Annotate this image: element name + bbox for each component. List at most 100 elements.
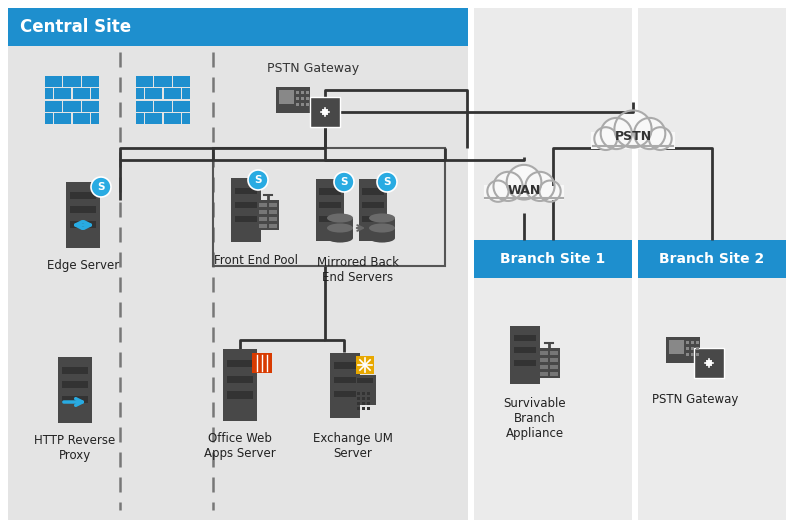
FancyBboxPatch shape (66, 182, 100, 248)
FancyBboxPatch shape (357, 392, 360, 395)
FancyBboxPatch shape (359, 179, 387, 241)
FancyBboxPatch shape (357, 402, 360, 405)
FancyBboxPatch shape (136, 113, 144, 124)
FancyBboxPatch shape (362, 188, 384, 194)
Circle shape (594, 127, 617, 150)
Circle shape (539, 181, 561, 202)
Text: S: S (384, 177, 391, 187)
FancyBboxPatch shape (73, 113, 90, 124)
Circle shape (525, 172, 554, 201)
FancyBboxPatch shape (8, 8, 468, 46)
FancyBboxPatch shape (484, 186, 564, 201)
FancyBboxPatch shape (297, 103, 300, 106)
FancyBboxPatch shape (73, 88, 90, 99)
FancyBboxPatch shape (362, 397, 365, 400)
FancyBboxPatch shape (538, 348, 560, 378)
FancyBboxPatch shape (510, 326, 540, 384)
Text: Office Web
Apps Server: Office Web Apps Server (204, 432, 276, 460)
Text: S: S (97, 182, 104, 192)
FancyBboxPatch shape (136, 88, 144, 99)
Ellipse shape (327, 223, 353, 232)
FancyBboxPatch shape (259, 210, 267, 214)
FancyBboxPatch shape (227, 360, 253, 367)
FancyBboxPatch shape (334, 362, 357, 369)
FancyBboxPatch shape (183, 113, 191, 124)
FancyBboxPatch shape (306, 97, 309, 100)
FancyBboxPatch shape (310, 97, 340, 127)
Circle shape (494, 172, 523, 201)
FancyBboxPatch shape (513, 347, 536, 353)
FancyBboxPatch shape (474, 8, 632, 520)
Text: Survivable
Branch
Appliance: Survivable Branch Appliance (504, 397, 566, 440)
FancyBboxPatch shape (63, 76, 81, 87)
FancyBboxPatch shape (687, 347, 690, 350)
FancyBboxPatch shape (540, 365, 548, 369)
Text: PSTN Gateway: PSTN Gateway (267, 62, 359, 75)
FancyBboxPatch shape (276, 87, 310, 113)
FancyBboxPatch shape (513, 335, 536, 341)
FancyBboxPatch shape (223, 349, 257, 421)
FancyBboxPatch shape (696, 341, 699, 344)
Text: Front End Pool: Front End Pool (214, 254, 298, 267)
Text: S: S (254, 175, 262, 185)
FancyBboxPatch shape (367, 407, 370, 410)
FancyBboxPatch shape (45, 113, 52, 124)
FancyBboxPatch shape (259, 224, 267, 228)
FancyBboxPatch shape (354, 375, 376, 405)
FancyBboxPatch shape (70, 221, 96, 228)
FancyBboxPatch shape (550, 351, 558, 355)
FancyBboxPatch shape (327, 218, 353, 238)
FancyBboxPatch shape (259, 217, 267, 221)
FancyBboxPatch shape (666, 337, 700, 363)
FancyBboxPatch shape (306, 91, 309, 94)
Circle shape (487, 181, 509, 202)
FancyBboxPatch shape (235, 202, 257, 208)
FancyBboxPatch shape (320, 202, 341, 208)
FancyBboxPatch shape (45, 88, 52, 99)
FancyBboxPatch shape (301, 103, 305, 106)
FancyBboxPatch shape (357, 397, 360, 400)
FancyBboxPatch shape (235, 187, 257, 194)
FancyBboxPatch shape (362, 392, 365, 395)
Ellipse shape (327, 213, 353, 222)
FancyBboxPatch shape (362, 202, 384, 208)
Circle shape (248, 170, 268, 190)
FancyBboxPatch shape (173, 101, 191, 112)
FancyBboxPatch shape (474, 240, 632, 278)
FancyBboxPatch shape (257, 200, 279, 230)
FancyBboxPatch shape (550, 365, 558, 369)
FancyBboxPatch shape (269, 203, 277, 207)
Text: S: S (340, 177, 348, 187)
FancyBboxPatch shape (231, 178, 261, 242)
FancyBboxPatch shape (330, 353, 360, 418)
FancyBboxPatch shape (136, 76, 153, 87)
FancyBboxPatch shape (357, 407, 360, 410)
Circle shape (507, 165, 541, 200)
FancyBboxPatch shape (591, 134, 675, 148)
Circle shape (334, 172, 354, 192)
Ellipse shape (369, 223, 395, 232)
FancyBboxPatch shape (356, 356, 374, 374)
FancyBboxPatch shape (227, 375, 253, 383)
FancyBboxPatch shape (58, 357, 92, 423)
Text: PSTN: PSTN (615, 130, 652, 144)
FancyBboxPatch shape (696, 347, 699, 350)
FancyBboxPatch shape (691, 341, 694, 344)
FancyBboxPatch shape (145, 88, 162, 99)
FancyBboxPatch shape (550, 358, 558, 362)
FancyBboxPatch shape (687, 353, 690, 356)
Text: Central Site: Central Site (20, 18, 131, 36)
FancyBboxPatch shape (259, 203, 267, 207)
FancyBboxPatch shape (691, 347, 694, 350)
FancyBboxPatch shape (297, 91, 300, 94)
Circle shape (649, 127, 672, 150)
FancyBboxPatch shape (92, 113, 99, 124)
FancyBboxPatch shape (82, 76, 99, 87)
FancyBboxPatch shape (357, 378, 373, 383)
FancyBboxPatch shape (513, 360, 536, 366)
Text: WAN: WAN (507, 184, 540, 196)
Text: PSTN Gateway: PSTN Gateway (652, 393, 738, 406)
FancyBboxPatch shape (227, 391, 253, 399)
FancyBboxPatch shape (362, 407, 365, 410)
FancyBboxPatch shape (54, 88, 71, 99)
